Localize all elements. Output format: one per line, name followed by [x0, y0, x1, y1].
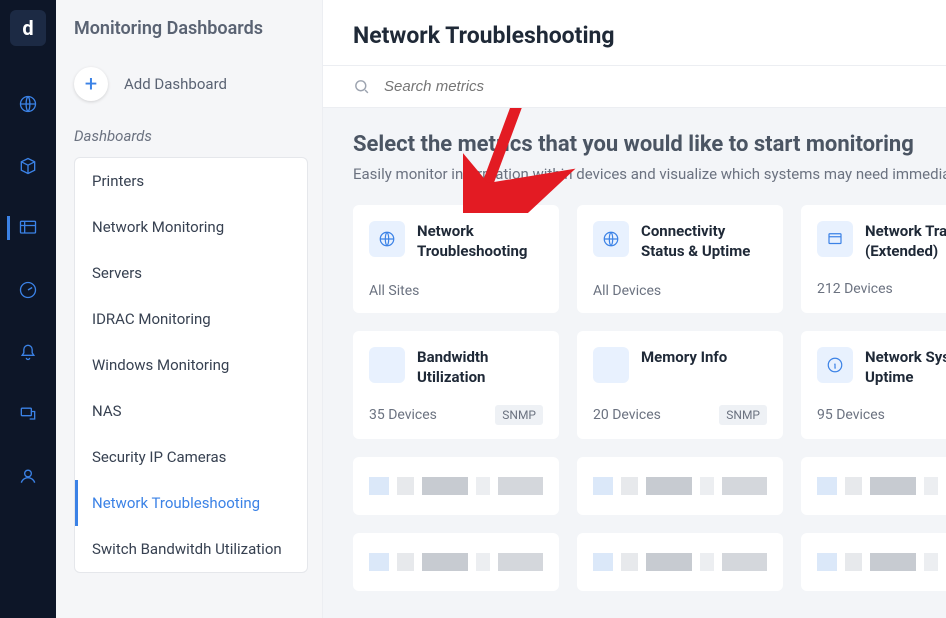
info-icon	[817, 347, 853, 383]
metric-card-placeholder	[353, 533, 559, 591]
metric-card[interactable]: Memory Info 20 Devices SNMP	[577, 331, 783, 439]
metric-card-placeholder	[801, 457, 946, 515]
metric-card-title: Network Troubleshooting	[417, 221, 543, 262]
search-input[interactable]	[384, 78, 916, 95]
metric-card-placeholder	[801, 533, 946, 591]
app-logo[interactable]: d	[10, 10, 46, 46]
dashboards-section-label: Dashboards	[56, 121, 322, 157]
blank-icon	[369, 347, 405, 383]
dashboard-list-item[interactable]: IDRAC Monitoring	[75, 296, 307, 342]
metric-card-title: Connectivity Status & Uptime	[641, 221, 767, 262]
rail-item-gauge-icon[interactable]	[7, 272, 49, 308]
metric-card-placeholder	[577, 457, 783, 515]
blank-icon	[593, 347, 629, 383]
window-icon	[817, 221, 853, 257]
dashboards-panel: Monitoring Dashboards + Add Dashboard Da…	[56, 0, 322, 618]
main-content: Network Troubleshooting Select the metri…	[322, 0, 946, 618]
metric-card-scope: 212 Devices	[817, 281, 893, 297]
page-title: Monitoring Dashboards	[56, 12, 322, 57]
metric-card-title: Network System Uptime	[865, 347, 946, 388]
plus-icon: +	[85, 72, 97, 97]
dashboard-list-item[interactable]: Servers	[75, 250, 307, 296]
search-bar[interactable]	[323, 66, 946, 108]
globe-icon	[593, 221, 629, 257]
prompt-title: Select the metrics that you would like t…	[353, 132, 946, 157]
metric-card-scope: 95 Devices	[817, 407, 885, 423]
metric-card-scope: 35 Devices	[369, 407, 437, 423]
metric-cards-row-4	[353, 533, 946, 591]
metric-card-scope: All Devices	[593, 283, 661, 299]
rail-item-alerts-icon[interactable]	[7, 334, 49, 370]
metric-cards-row-2: Bandwidth Utilization35 DevicesSNMPMemor…	[353, 331, 946, 439]
metric-card-placeholder	[353, 457, 559, 515]
nav-rail: d	[0, 0, 56, 618]
search-icon	[353, 78, 370, 95]
metric-card[interactable]: Bandwidth Utilization 35 Devices SNMP	[353, 331, 559, 439]
metric-card-scope: 20 Devices	[593, 407, 661, 423]
prompt-subtitle: Easily monitor information within device…	[353, 165, 946, 183]
metric-cards-row-1: Network Troubleshooting All Sites Connecti…	[353, 205, 946, 313]
metric-card-scope: All Sites	[369, 283, 419, 299]
metric-card[interactable]: Connectivity Status & Uptime All Devices	[577, 205, 783, 313]
metric-card-title: Bandwidth Utilization	[417, 347, 543, 388]
metric-tag: SNMP	[719, 405, 767, 425]
dashboard-title: Network Troubleshooting	[323, 0, 946, 66]
rail-item-dashboards-icon[interactable]	[7, 210, 49, 246]
dashboard-list-item[interactable]: Windows Monitoring	[75, 342, 307, 388]
metric-card[interactable]: Network Troubleshooting All Sites	[353, 205, 559, 313]
dashboard-list-item[interactable]: NAS	[75, 388, 307, 434]
metric-tag: SNMP	[495, 405, 543, 425]
dashboard-list-item[interactable]: Security IP Cameras	[75, 434, 307, 480]
metrics-content: Select the metrics that you would like t…	[323, 108, 946, 618]
metric-cards-row-3	[353, 457, 946, 515]
rail-item-devices-icon[interactable]	[7, 396, 49, 432]
metric-card-title: Network Traffic (Extended)	[865, 221, 946, 262]
add-dashboard-label: Add Dashboard	[124, 75, 227, 93]
add-dashboard-row[interactable]: + Add Dashboard	[56, 57, 322, 121]
add-dashboard-button[interactable]: +	[74, 67, 108, 101]
rail-item-user-icon[interactable]	[7, 458, 49, 494]
dashboard-list: PrintersNetwork MonitoringServersIDRAC M…	[74, 157, 308, 573]
metric-card-placeholder	[577, 533, 783, 591]
metric-card-title: Memory Info	[641, 347, 727, 367]
metric-card[interactable]: Network System Uptime95 DevicesS	[801, 331, 946, 439]
rail-item-global-icon[interactable]	[7, 86, 49, 122]
dashboard-list-item[interactable]: Printers	[75, 158, 307, 204]
annotation-arrow	[463, 108, 583, 213]
metric-card[interactable]: Network Traffic (Extended)212 DevicesS	[801, 205, 946, 313]
rail-item-box-icon[interactable]	[7, 148, 49, 184]
globe-icon	[369, 221, 405, 257]
dashboard-list-item[interactable]: Switch Bandwitdh Utilization	[75, 526, 307, 572]
dashboard-list-item[interactable]: Network Monitoring	[75, 204, 307, 250]
dashboard-list-item[interactable]: Network Troubleshooting	[75, 480, 307, 526]
